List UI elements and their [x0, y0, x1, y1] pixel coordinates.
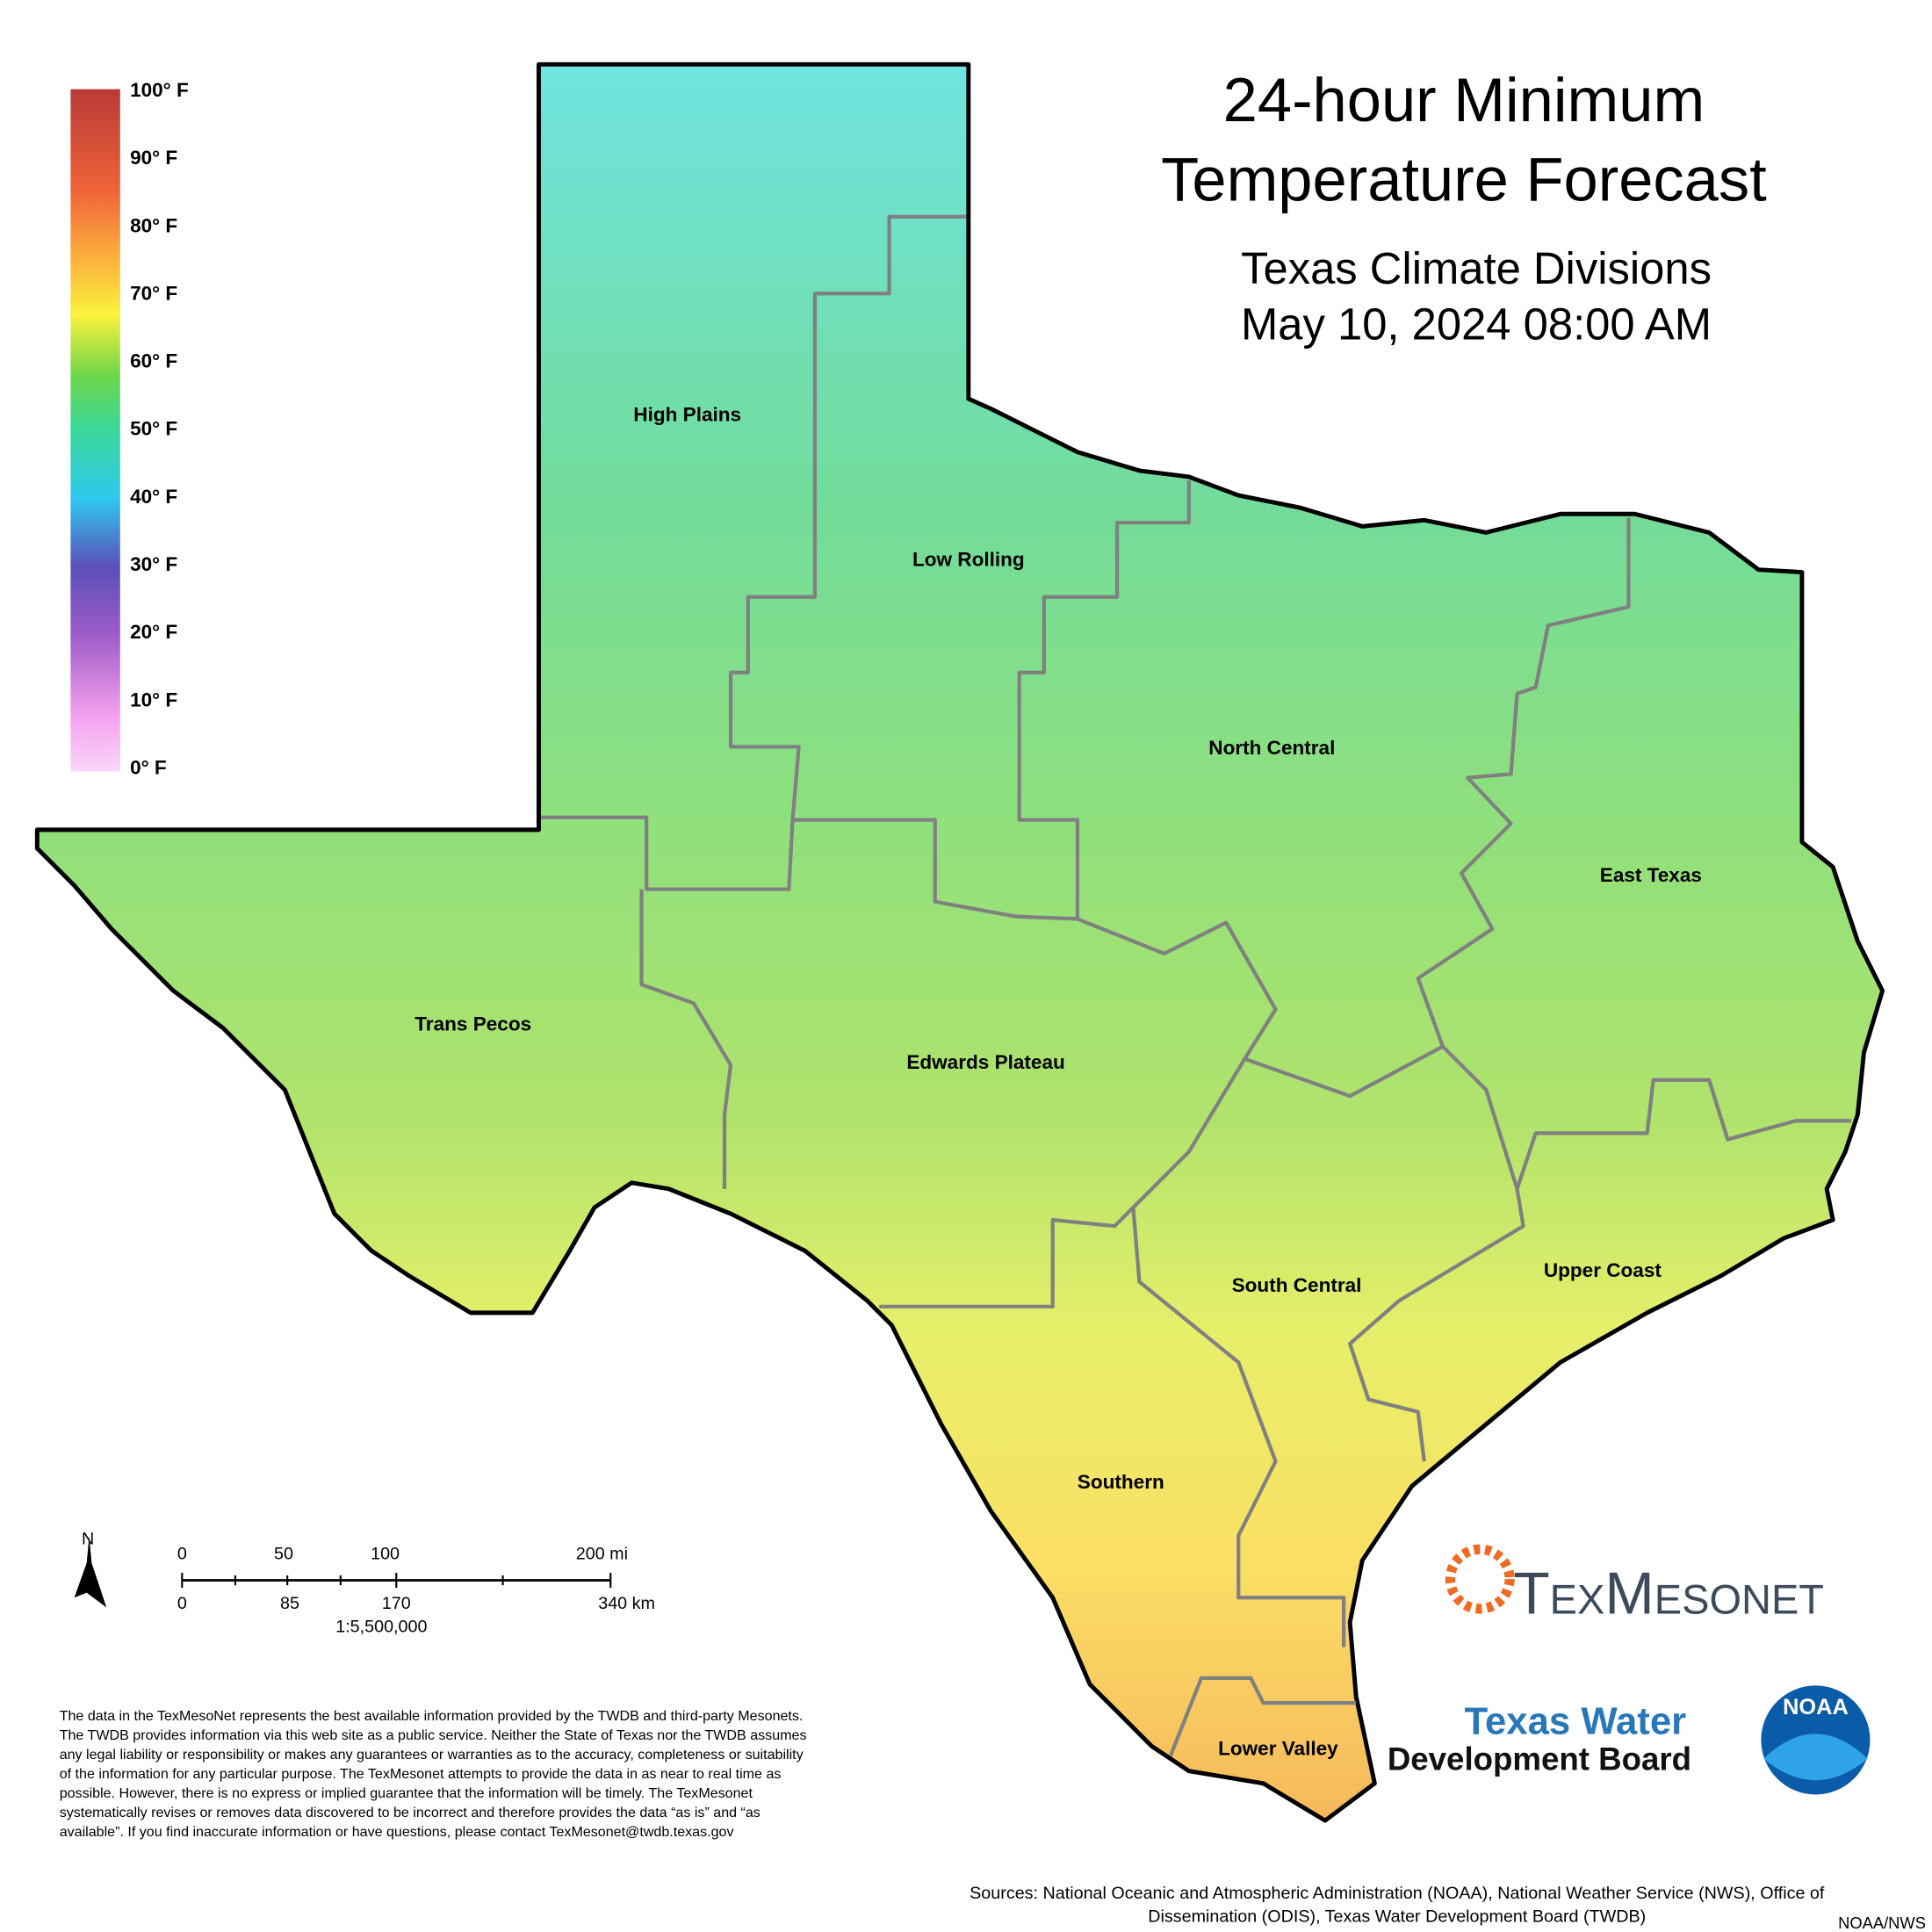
legend-label: 80° F: [130, 214, 177, 236]
legend-label: 100° F: [130, 79, 189, 101]
logos: TexMesonet Texas Water Development Board…: [1388, 1544, 1871, 1795]
scale-ratio: 1:5,500,000: [335, 1618, 427, 1637]
legend-label: 0° F: [130, 756, 167, 778]
region-label: Edwards Plateau: [906, 1051, 1064, 1073]
disclaimer-line: of the information for any particular pu…: [60, 1766, 782, 1782]
legend-label: 70° F: [130, 282, 177, 304]
north-label: N: [82, 1530, 94, 1549]
region-label: High Plains: [633, 403, 741, 425]
region-label: East Texas: [1600, 864, 1702, 886]
title-block: 24-hour Minimum Temperature Forecast Tex…: [1161, 65, 1767, 349]
texas-map: High Plains Low Rolling North Central Ea…: [34, 61, 1885, 1823]
region-label: Low Rolling: [912, 548, 1025, 570]
credit: NOAA/NWS: [1838, 1914, 1926, 1932]
legend-label: 50° F: [130, 418, 177, 440]
legend-label: 30° F: [130, 553, 177, 575]
legend-label: 10° F: [130, 688, 177, 710]
disclaimer-line: systematically revises or removes data d…: [60, 1805, 761, 1820]
scale-label: 0: [177, 1545, 187, 1564]
sources: Dissemination (ODIS), Texas Water Develo…: [1148, 1907, 1646, 1927]
color-bar: [70, 89, 120, 772]
scale-label: 100: [371, 1545, 400, 1564]
region-label: Southern: [1078, 1471, 1164, 1493]
texas-outline: [34, 61, 1885, 1823]
north-arrow: [74, 1535, 107, 1608]
region-label: Upper Coast: [1544, 1259, 1662, 1281]
sources: Sources: National Oceanic and Atmospheri…: [970, 1884, 1825, 1903]
legend-label: 40° F: [130, 486, 177, 508]
region-label: North Central: [1208, 737, 1335, 759]
region-label: Trans Pecos: [415, 1013, 531, 1034]
disclaimer-line: any legal liability or responsibility or…: [60, 1747, 804, 1763]
disclaimer-line: possible. However, there is no express o…: [60, 1785, 753, 1801]
texmesonet-logo: TexMesonet: [1513, 1561, 1824, 1627]
noaa-label: NOAA: [1783, 1695, 1849, 1719]
scale-label: 200 mi: [576, 1545, 628, 1564]
disclaimer-line: The TWDB provides information via this w…: [60, 1727, 807, 1743]
scale-ticks: [181, 1573, 612, 1588]
disclaimer-line: The data in the TexMesoNet represents th…: [60, 1708, 804, 1724]
legend: 100° F 90° F 80° F 70° F 60° F 50° F 40° F 30° …: [70, 79, 189, 778]
legend-label: 60° F: [130, 350, 177, 372]
legend-label: 20° F: [130, 621, 177, 643]
subtitle: Texas Climate Divisions: [1241, 243, 1712, 293]
title: 24-hour Minimum: [1223, 65, 1705, 134]
region-label: South Central: [1232, 1274, 1362, 1296]
scale-label: 0: [177, 1594, 187, 1613]
noaa-wave: [1763, 1734, 1868, 1781]
date: May 10, 2024 08:00 AM: [1241, 299, 1712, 349]
disclaimer: The data in the TexMesoNet represents th…: [60, 1708, 807, 1840]
disclaimer-line: available”. If you find inaccurate infor…: [60, 1824, 734, 1840]
region-label: Lower Valley: [1218, 1737, 1338, 1759]
legend-label: 90° F: [130, 147, 177, 169]
title: Temperature Forecast: [1161, 144, 1767, 213]
scale-label: 170: [382, 1594, 411, 1613]
scale-bar: N 0 50 100 200 mi 0 85 170 340 km 1:5,50…: [74, 1530, 655, 1637]
scale-label: 340 km: [598, 1594, 655, 1613]
scale-label: 85: [280, 1594, 299, 1613]
texmesonet-sun: [1445, 1544, 1515, 1614]
scale-label: 50: [274, 1545, 293, 1564]
twdb-logo: Texas Water: [1465, 1699, 1687, 1742]
division-lines: [541, 214, 1852, 1757]
twdb-logo: Development Board: [1388, 1741, 1691, 1777]
